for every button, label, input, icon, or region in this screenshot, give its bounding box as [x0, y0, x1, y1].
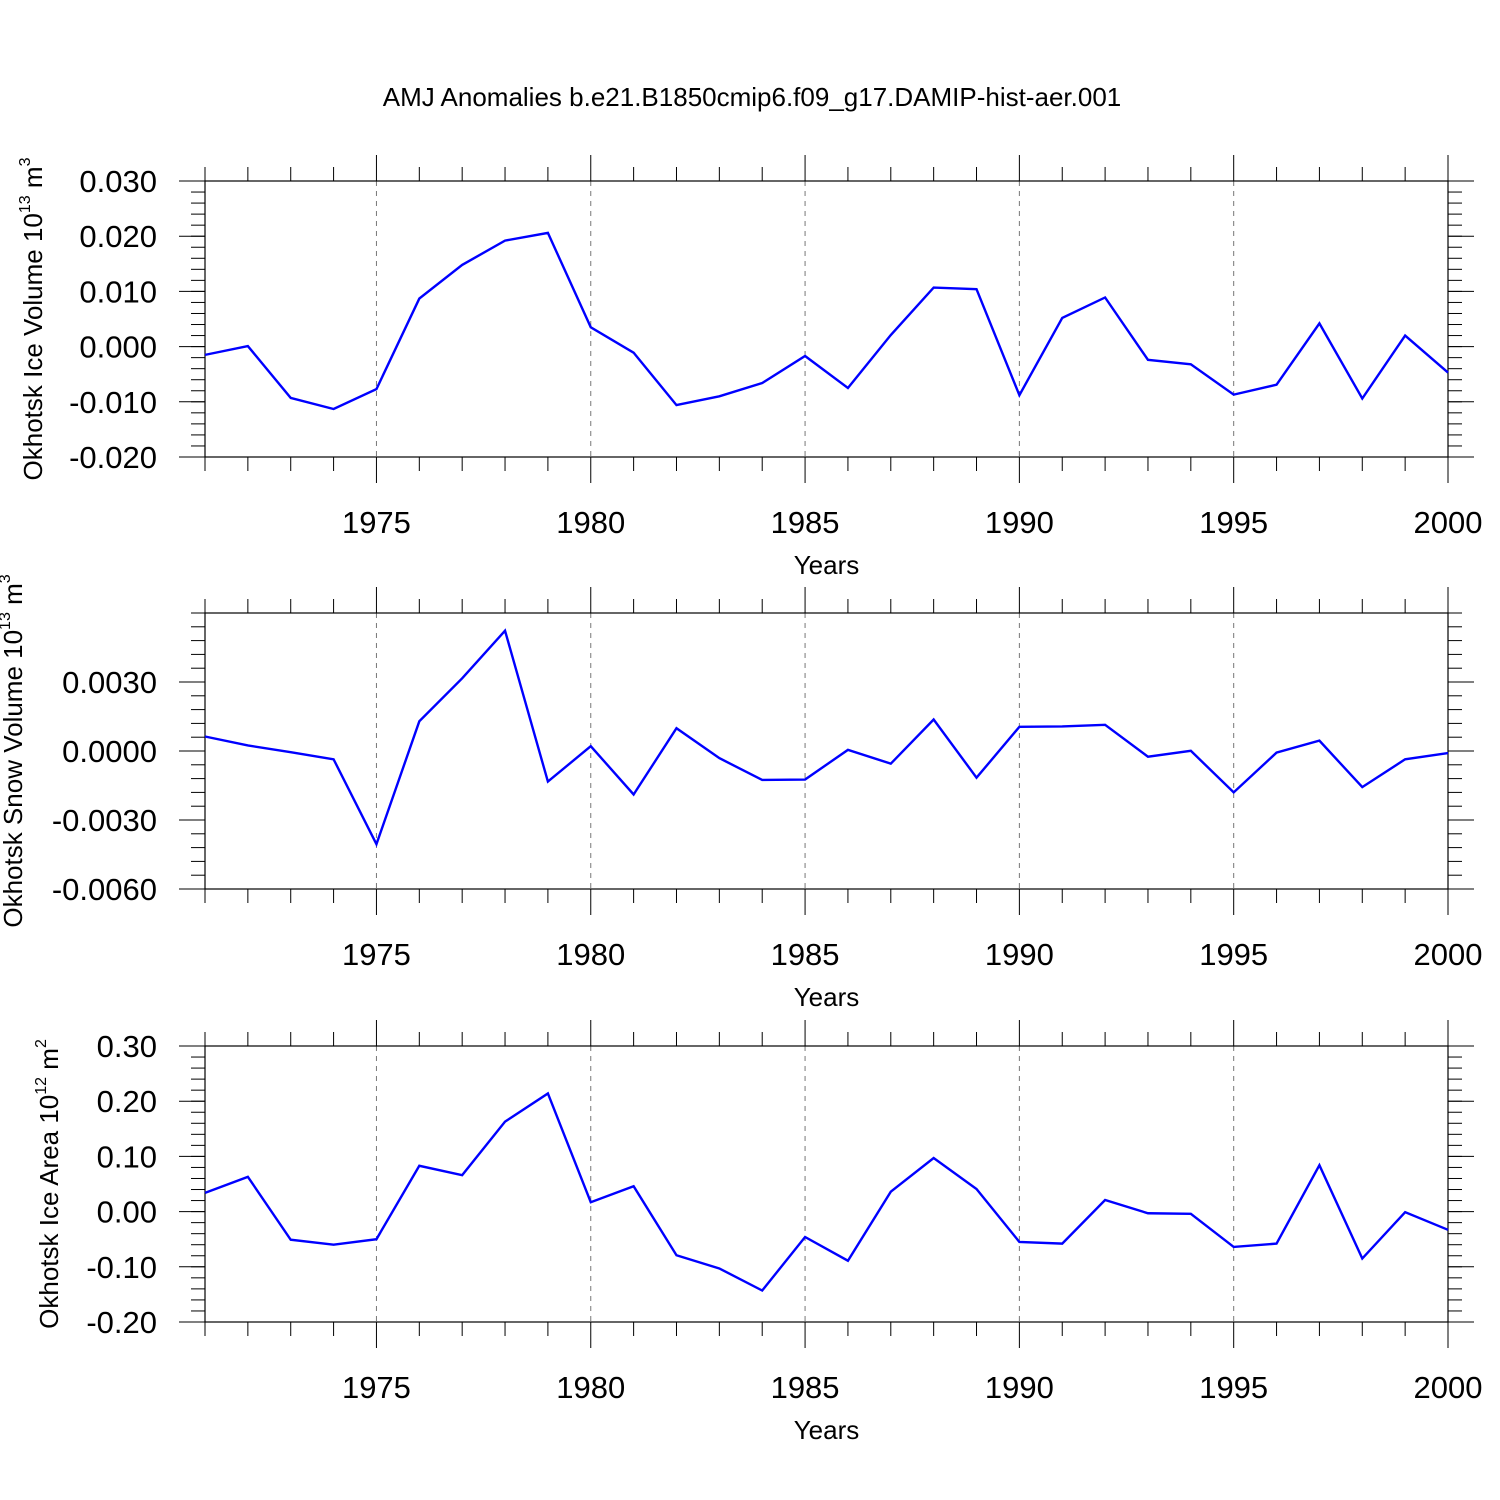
panel-2: -0.0060 -0.0030 0.0000 0.0030 1975 1980 1985 19…: [0, 574, 1482, 1012]
x-tick-label: 1980: [556, 1370, 625, 1405]
x-tick-label: 2000: [1414, 1370, 1483, 1405]
y-label-exponent: 13: [17, 195, 34, 213]
y-tick-label: 0.20: [97, 1084, 157, 1119]
x-tick-label: 2000: [1414, 937, 1483, 972]
series-line: [204, 628, 1449, 848]
x-tick-label: 1980: [556, 505, 625, 540]
x-tick-label: 1980: [556, 937, 625, 972]
y-tick-label: -0.10: [86, 1250, 157, 1285]
y-label-unit: m: [34, 1048, 64, 1077]
panel-3: -0.20 -0.10 0.00 0.10 0.20 0.30 1975 1980 1985 19…: [33, 1020, 1482, 1445]
y-tick-label: -0.20: [86, 1305, 157, 1340]
x-tick-label: 1995: [1199, 937, 1268, 972]
x-axis-label: Years: [794, 1415, 860, 1445]
y-tick-label: 0.0030: [62, 665, 157, 700]
y-tick-label: -0.020: [69, 440, 157, 475]
x-tick-label: 1990: [985, 1370, 1054, 1405]
y-tick-label: 0.10: [97, 1139, 157, 1174]
y-tick-label: 0.010: [79, 274, 157, 309]
y-tick-label: 0.30: [97, 1029, 157, 1064]
y-tick-label: 0.00: [97, 1195, 157, 1230]
x-tick-label: 1985: [771, 937, 840, 972]
plot-frame: [204, 180, 1449, 458]
panel-1: -0.020 -0.010 0.000 0.010 0.020 0.030 1975 1980…: [17, 155, 1482, 580]
x-tick-label: 1985: [771, 505, 840, 540]
y-label-unit: m: [0, 583, 28, 612]
series-line: [204, 1091, 1449, 1293]
y-label-unit-exponent: 3: [17, 157, 34, 166]
y-label-main: Okhotsk Snow Volume 10: [0, 630, 28, 928]
x-tick-label: 1995: [1199, 1370, 1268, 1405]
plot-frame: [204, 612, 1449, 890]
y-label-main: Okhotsk Ice Area 10: [34, 1095, 64, 1329]
y-label-unit-exponent: 2: [33, 1039, 50, 1048]
y-tick-label: -0.010: [69, 385, 157, 420]
y-label-main: Okhotsk Ice Volume 10: [18, 213, 48, 480]
x-tick-label: 1975: [342, 1370, 411, 1405]
y-tick-label: 0.0000: [62, 734, 157, 769]
x-tick-label: 1990: [985, 505, 1054, 540]
chart-title: AMJ Anomalies b.e21.B1850cmip6.f09_g17.D…: [383, 82, 1122, 112]
y-axis-label: Okhotsk Snow Volume 1013 m3: [0, 574, 28, 927]
y-axis-label: Okhotsk Ice Area 1012 m2: [33, 1039, 64, 1329]
x-axis-label: Years: [794, 550, 860, 580]
y-axis-label: Okhotsk Ice Volume 1013 m3: [17, 157, 48, 480]
y-tick-label: -0.0060: [52, 872, 157, 907]
x-tick-label: 1990: [985, 937, 1054, 972]
x-tick-label: 1975: [342, 505, 411, 540]
series-line: [204, 231, 1449, 411]
x-tick-label: 2000: [1414, 505, 1483, 540]
x-tick-label: 1995: [1199, 505, 1268, 540]
y-tick-label: 0.000: [79, 330, 157, 365]
y-tick-label: 0.030: [79, 164, 157, 199]
x-axis-label: Years: [794, 982, 860, 1012]
y-tick-label: -0.0030: [52, 803, 157, 838]
y-tick-label: 0.020: [79, 219, 157, 254]
plot-frame: [204, 1045, 1449, 1323]
y-label-exponent: 12: [33, 1077, 50, 1095]
x-tick-label: 1975: [342, 937, 411, 972]
panels: -0.020 -0.010 0.000 0.010 0.020 0.030 1975 1980…: [0, 155, 1482, 1445]
y-label-unit-exponent: 3: [0, 574, 14, 583]
y-label-unit: m: [18, 166, 48, 195]
x-tick-label: 1985: [771, 1370, 840, 1405]
y-label-exponent: 13: [0, 612, 14, 630]
